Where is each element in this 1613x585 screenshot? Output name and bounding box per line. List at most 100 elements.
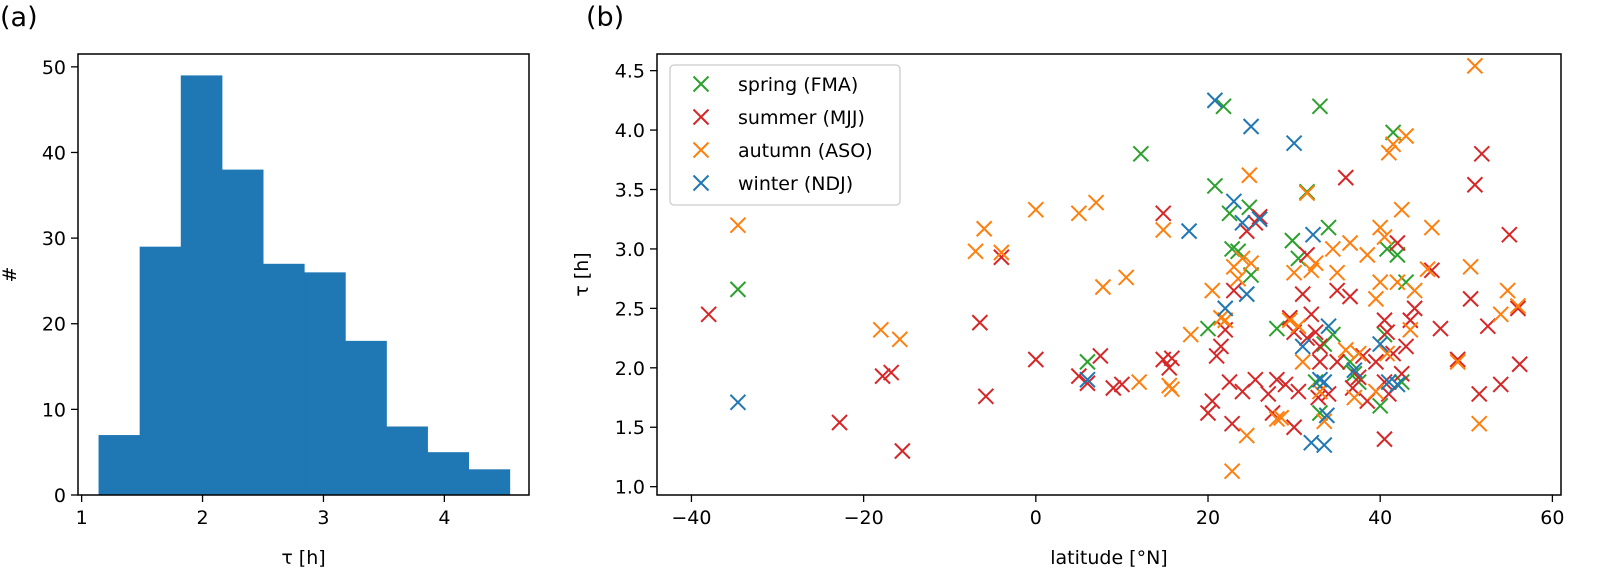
histogram-bars — [98, 75, 511, 496]
x-tick-label: −40 — [671, 507, 711, 529]
x-tick-label: 60 — [1540, 507, 1564, 529]
panel-label-a: (a) — [0, 2, 38, 33]
scatter-series — [729, 98, 1415, 422]
scatter-point — [1423, 262, 1441, 279]
scatter-point — [1161, 359, 1178, 377]
scatter-point — [1217, 312, 1234, 329]
scatter-point — [1155, 221, 1172, 239]
scatter-point — [1130, 373, 1148, 391]
scatter-point — [1346, 361, 1363, 379]
scatter-point — [1359, 246, 1376, 264]
scatter-point — [1303, 434, 1320, 451]
scatter-y-ticks: 1.0 1.5 2.0 2.5 3.0 3.5 4.0 4.5 — [615, 61, 657, 499]
scatter-point — [1260, 385, 1277, 403]
scatter-point — [1092, 347, 1109, 365]
scatter-point — [1079, 371, 1096, 388]
scatter-point — [1087, 194, 1105, 211]
scatter-point — [831, 414, 848, 431]
scatter-point — [1070, 205, 1088, 222]
histogram-bar — [180, 75, 223, 495]
scatter-point — [1316, 436, 1333, 454]
scatter-point — [1281, 312, 1299, 329]
y-tick-label: 3.5 — [615, 180, 645, 202]
legend-label: spring (FMA) — [738, 74, 858, 96]
scatter-point — [1328, 282, 1346, 299]
scatter-point — [1389, 376, 1406, 393]
scatter-x-ticks: −40 −20 0 20 40 60 — [671, 495, 1564, 529]
legend-marker — [692, 141, 710, 159]
scatter-point — [1290, 318, 1307, 335]
scatter-point — [1204, 392, 1221, 410]
scatter-points — [700, 57, 1528, 480]
scatter-point — [1341, 234, 1359, 252]
scatter-point — [1449, 353, 1466, 371]
legend-label: winter (NDJ) — [738, 173, 853, 195]
x-tick-label: 1 — [76, 507, 88, 529]
scatter-point — [1105, 379, 1122, 397]
y-tick-label: 40 — [42, 142, 66, 164]
scatter-point — [1284, 232, 1301, 249]
scatter-point — [1378, 323, 1396, 341]
scatter-point — [1509, 300, 1527, 317]
y-tick-label: 30 — [42, 228, 66, 250]
y-tick-label: 0 — [54, 485, 66, 507]
scatter-point — [1320, 219, 1337, 236]
scatter-point — [1350, 345, 1367, 362]
histogram-bar — [427, 452, 470, 495]
scatter-point — [1371, 335, 1389, 353]
scatter-point — [1241, 167, 1258, 184]
scatter-point — [1328, 353, 1346, 371]
scatter-point — [1247, 371, 1264, 388]
y-tick-label: 1.5 — [615, 417, 645, 439]
scatter-point — [1337, 169, 1354, 186]
scatter-panel: (b) −40 −20 0 20 40 60 1.0 1.5 2.0 2.5 3.0 3.5 4.0 4… — [571, 2, 1564, 569]
scatter-point — [1471, 385, 1488, 403]
scatter-point — [1268, 371, 1286, 388]
scatter-point — [729, 394, 747, 411]
scatter-point — [1346, 389, 1363, 406]
scatter-point — [1367, 353, 1385, 371]
scatter-point — [1473, 145, 1490, 163]
scatter-point — [1311, 338, 1329, 355]
scatter-point — [1290, 383, 1307, 400]
scatter-point — [1406, 300, 1423, 317]
scatter-point — [1221, 373, 1238, 391]
scatter-point — [1294, 353, 1311, 371]
scatter-point — [1320, 318, 1337, 335]
scatter-point — [1285, 419, 1303, 436]
scatter-point — [1367, 290, 1385, 308]
scatter-point — [1397, 127, 1415, 145]
scatter-point — [1310, 389, 1327, 406]
scatter-point — [1298, 329, 1316, 347]
scatter-point — [1393, 365, 1410, 382]
histogram-bar — [304, 272, 346, 495]
scatter-series — [729, 57, 1527, 480]
scatter-point — [1316, 413, 1333, 430]
scatter-point — [1492, 306, 1509, 323]
y-tick-label: 2.0 — [615, 358, 645, 380]
scatter-point — [1367, 383, 1385, 400]
scatter-point — [1471, 415, 1488, 432]
scatter-x-axis-label: latitude [°N] — [1050, 547, 1167, 569]
scatter-point — [1318, 407, 1336, 424]
legend-marker — [692, 75, 710, 93]
scatter-point — [1212, 338, 1230, 355]
scatter-point — [1242, 118, 1260, 135]
scatter-point — [1277, 376, 1294, 393]
scatter-point — [1371, 219, 1389, 236]
scatter-point — [1294, 285, 1311, 303]
scatter-point — [1268, 320, 1286, 337]
scatter-point — [1328, 264, 1346, 281]
x-tick-label: 4 — [438, 507, 450, 529]
scatter-point — [1155, 205, 1172, 222]
scatter-point — [1294, 338, 1311, 355]
scatter-y-axis-label: τ [h] — [571, 252, 593, 296]
scatter-point — [1311, 353, 1329, 371]
scatter-point — [1509, 297, 1527, 315]
scatter-point — [1389, 246, 1406, 264]
scatter-point — [729, 281, 747, 298]
scatter-point — [1384, 124, 1402, 141]
scatter-point — [1462, 258, 1479, 275]
scatter-point — [1206, 92, 1224, 109]
